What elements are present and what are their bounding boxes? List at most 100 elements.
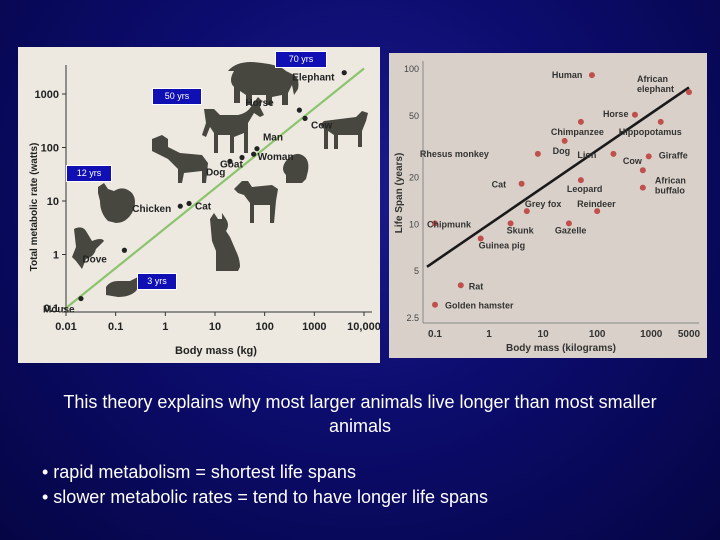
point-grey-fox [523,208,530,215]
y-tick-label: 10 [409,219,419,229]
x-tick-label: 10,000 [347,321,380,333]
bullet-rapid-metabolism: • rapid metabolism = shortest life spans [42,462,356,482]
label-chipmunk: Chipmunk [427,219,472,229]
tag-50-yrs: 50 yrs [152,88,202,105]
y-tick-label: 0.1 [44,303,59,315]
fit-line [65,67,365,309]
label-cow: Cow [311,120,332,131]
y-tick-label: 10 [47,196,59,208]
label-dog: Dog [553,146,571,156]
goat-silhouette [234,181,278,223]
lifespan-chart: 100 50 20 10 5 2.5 0.1 1 10 100 1000 5000 Body mass … [389,53,707,358]
point-man [254,146,260,152]
point-leopard [577,177,584,184]
y-axis-label: Life Span (years) [394,153,405,234]
y-tick-label: 1000 [35,89,59,101]
point-gazelle [565,220,572,227]
label-horse: Horse [603,109,629,119]
y-tick-label: 5 [414,266,419,276]
bullet-list: • rapid metabolism = shortest life spans… [42,460,488,510]
tag-70-yrs: 70 yrs [275,51,327,68]
label-cat: Cat [195,201,212,212]
point-goat [239,154,245,161]
label-african-buffalo: African buffalo [655,176,686,196]
chicken-silhouette [98,183,135,223]
x-tick-label: 100 [589,329,606,340]
point-skunk [507,220,514,227]
point-giraffe [645,153,652,160]
point-african-buffalo [639,184,646,191]
label-dog: Dog [206,167,225,178]
point-human [588,72,595,79]
point-african-elephant [686,89,692,96]
point-lion [610,150,617,157]
mouse-silhouette [106,277,144,297]
point-dog [227,158,233,164]
label-mouse: Mouse [43,305,75,316]
y-tick-label: 100 [404,64,419,74]
tag-3-yrs: 3 yrs [137,273,177,290]
dog-silhouette [152,135,208,183]
label-skunk: Skunk [507,225,535,235]
dove-silhouette [72,227,104,269]
y-tick-label: 20 [409,173,419,183]
point-dog [561,137,568,144]
point-guinea-pig [477,235,484,242]
label-chimpanzee: Chimpanzee [551,127,604,137]
label-african-elephant: African elephant [637,74,674,94]
point-rat [457,282,464,289]
horse-silhouette [202,97,264,153]
label-goat: Goat [220,160,243,171]
label-cow: Cow [623,156,643,166]
x-tick-label: 0.1 [428,329,442,340]
label-giraffe: Giraffe [659,150,688,160]
x-tick-label: 0.01 [55,321,76,333]
fit-line [426,86,690,268]
x-axis-label: Body mass (kg) [175,345,257,357]
caption: This theory explains why most larger ani… [63,392,657,436]
point-cat [518,180,525,187]
y-axis-label: Total metabolic rate (watts) [29,143,40,272]
x-axis-label: Body mass (kilograms) [506,343,616,354]
point-chipmunk [432,220,438,227]
label-hippopotamus: Hippopotamus [619,127,682,137]
label-dove: Dove [82,254,107,265]
point-rhesus-monkey [534,150,541,157]
y-tick-label: 100 [41,143,59,155]
cat-silhouette [210,213,240,271]
label-woman: Woman [258,152,294,163]
human-head-silhouette [283,153,309,183]
y-tick-label: 1 [53,250,59,262]
point-chicken [177,203,183,209]
label-grey-fox: Grey fox [525,199,562,209]
point-elephant [341,70,347,76]
point-woman [251,151,257,157]
point-mouse [78,295,84,302]
elephant-silhouette [228,62,299,105]
cow-silhouette [320,111,368,149]
x-tick-label: 1 [486,329,492,340]
bullet-slower-metabolism: • slower metabolic rates = tend to have … [42,487,489,507]
metabolic-rate-svg: 0.01 0.1 1 10 100 1000 10,000 1000 100 10 1 0.1 Body… [29,62,381,357]
x-tick-label: 100 [255,321,273,333]
label-elephant: Elephant [292,73,335,84]
label-human: Human [552,70,583,80]
label-rat: Rat [469,281,484,291]
label-lion: Lion [577,150,596,160]
x-tick-label: 1000 [302,321,326,333]
x-tick-label: 0.1 [108,321,123,333]
tag-12-yrs: 12 yrs [66,165,112,182]
lifespan-svg: 100 50 20 10 5 2.5 0.1 1 10 100 1000 5000 Body mass … [394,61,701,354]
label-cat: Cat [492,180,507,190]
label-gazelle: Gazelle [555,225,587,235]
point-reindeer [594,208,601,215]
point-horse [296,107,302,113]
point-cat [186,200,192,207]
point-chimpanzee [577,118,584,125]
label-guinea-pig: Guinea pig [479,240,526,250]
label-rhesus-monkey: Rhesus monkey [420,149,489,159]
label-reindeer: Reindeer [577,199,616,209]
x-tick-label: 1 [162,321,168,333]
point-cow [639,167,646,174]
point-golden-hamster [432,301,438,308]
